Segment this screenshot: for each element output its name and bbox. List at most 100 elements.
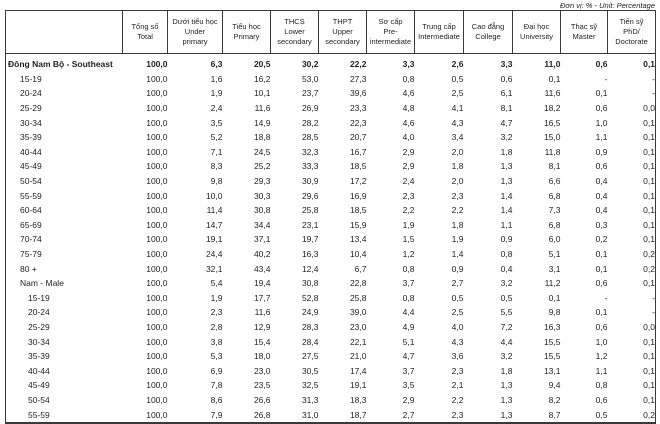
value-cell: 1,4 (500, 190, 513, 201)
value-cell: 0,4 (595, 176, 608, 187)
value-cell: 16,5 (543, 117, 561, 128)
table-row: 50-54 100,0 8,6 26,6 31,3 18,3 2,9 2,2 1,3 8,2 0,6… (6, 393, 656, 408)
value-cell: 1,4 (451, 249, 464, 260)
value-cell: 8,2 (548, 394, 561, 405)
column-header: Dưới tiểu học Under primary (167, 10, 223, 54)
value-cell: 100,0 (146, 380, 168, 391)
value-cell: 53,0 (301, 73, 319, 84)
value-cell: 0,9 (500, 234, 513, 245)
value-cell: 0,1 (643, 234, 655, 245)
value-cell: 30,5 (301, 365, 319, 376)
value-cell: 100,0 (146, 336, 168, 347)
value-cell: 21,0 (349, 351, 367, 362)
value-cell: 100,0 (146, 176, 168, 187)
value-cell: 0,8 (402, 292, 415, 303)
value-cell: 2,3 (402, 190, 415, 201)
row-label: 50-54 (28, 394, 50, 405)
value-cell: 3,5 (210, 117, 223, 128)
value-cell: 2,4 (402, 176, 415, 187)
value-cell: 2,3 (451, 409, 464, 420)
value-cell: 26,6 (253, 394, 271, 405)
value-cell: 100,0 (146, 190, 168, 201)
value-cell: 17,2 (349, 176, 367, 187)
value-cell: 1,8 (500, 146, 513, 157)
value-cell: 3,7 (402, 365, 415, 376)
value-cell: 4,4 (500, 336, 513, 347)
value-cell: 100,0 (146, 73, 168, 84)
row-label: 35-39 (20, 132, 42, 143)
row-label: 50-54 (20, 176, 42, 187)
value-cell: 100,0 (146, 103, 168, 114)
value-cell: 3,5 (402, 380, 415, 391)
value-cell: 6,6 (548, 176, 561, 187)
table-row: 45-49 100,0 8,3 25,2 33,3 18,5 2,9 1,8 1,3 8,1 0,6… (6, 159, 656, 174)
table-row: 55-59 100,0 7,9 26,8 31,0 18,7 2,7 2,3 1,3 8,7 0,5… (6, 407, 656, 423)
value-cell: 2,1 (451, 380, 464, 391)
row-label: 30-34 (28, 336, 50, 347)
row-label: 55-59 (20, 190, 42, 201)
table-row: 15-19 100,0 1,9 17,7 52,8 25,8 0,8 0,5 0,5 0,1 - - (6, 291, 656, 306)
value-cell: 100,0 (146, 146, 168, 157)
value-cell: 28,2 (301, 117, 319, 128)
value-cell: 6,9 (210, 365, 223, 376)
value-cell: 0,6 (595, 278, 608, 289)
value-cell: 2,5 (451, 307, 464, 318)
table-row: 40-44 100,0 6,9 23,0 30,5 17,4 3,7 2,3 1,8 13,1 1,… (6, 363, 656, 378)
value-cell: 23,7 (301, 88, 319, 99)
value-cell: 15,5 (543, 336, 561, 347)
value-cell: 15,5 (543, 351, 561, 362)
value-cell: 0,8 (402, 263, 415, 274)
value-cell: 0,1 (643, 161, 655, 172)
value-cell: 19,1 (205, 234, 223, 245)
value-cell: 3,2 (500, 351, 513, 362)
value-cell: 30,9 (301, 176, 319, 187)
table-row: 20-24 100,0 1,9 10,1 23,7 39,6 4,6 2,5 6,1 11,6 0,… (6, 86, 656, 101)
table-row: 40-44 100,0 7,1 24,5 32,3 16,7 2,9 2,0 1,8 11,8 0,… (6, 145, 656, 160)
table-row: 45-49 100,0 7,8 23,5 32,5 19,1 3,5 2,1 1,3 9,4 0,8… (6, 378, 656, 393)
value-cell: - (604, 292, 608, 303)
value-cell: 2,7 (402, 409, 415, 420)
value-cell: 2,6 (451, 59, 464, 70)
row-label: 55-59 (28, 409, 50, 420)
value-cell: 11,6 (254, 103, 271, 114)
value-cell: 3,2 (500, 278, 513, 289)
value-cell: 3,4 (451, 132, 464, 143)
value-cell: 0,5 (451, 73, 464, 84)
value-cell: 5,1 (548, 249, 561, 260)
row-label: 15-19 (28, 292, 50, 303)
value-cell: 22,8 (349, 278, 367, 289)
value-cell: 18,8 (253, 132, 271, 143)
value-cell: 3,2 (500, 132, 513, 143)
value-cell: 0,8 (500, 249, 513, 260)
value-cell: 0,9 (595, 146, 608, 157)
value-cell: 5,3 (210, 351, 223, 362)
value-cell: 2,3 (451, 190, 464, 201)
value-cell: 12,9 (253, 321, 271, 332)
row-label: Nam - Male (20, 278, 64, 289)
value-cell: 0,1 (643, 59, 655, 70)
value-cell: 20,5 (253, 59, 271, 70)
value-cell: 12,4 (301, 263, 319, 274)
value-cell: 30,8 (253, 205, 271, 216)
value-cell: 23,1 (301, 219, 319, 230)
value-cell: 3,1 (548, 263, 561, 274)
value-cell: 0,1 (643, 146, 655, 157)
value-cell: 15,4 (253, 336, 271, 347)
unit-note: Đơn vị: % - Unit: Percentage (560, 1, 655, 10)
value-cell: 27,5 (301, 351, 319, 362)
value-cell: 4,0 (451, 321, 464, 332)
value-cell: 0,1 (643, 278, 655, 289)
value-cell: 1,3 (500, 394, 513, 405)
table-row: 15-19 100,0 1,6 16,2 53,0 27,3 0,8 0,5 0,6 0,1 - - (6, 72, 656, 87)
value-cell: 33,3 (301, 161, 319, 172)
row-label: 45-49 (28, 380, 50, 391)
value-cell: 28,4 (301, 336, 319, 347)
table-row: 20-24 100,0 2,3 11,6 24,9 39,0 4,4 2,5 5,5 9,8 0,1… (6, 305, 656, 320)
value-cell: 37,1 (253, 234, 271, 245)
value-cell: 16,3 (301, 249, 319, 260)
value-cell: 1,1 (500, 219, 513, 230)
value-cell: 100,0 (146, 249, 168, 260)
table-row: 35-39 100,0 5,3 18,0 27,5 21,0 4,7 3,6 3,2 15,5 1,… (6, 349, 656, 364)
value-cell: 0,6 (595, 103, 608, 114)
value-cell: 1,2 (595, 351, 608, 362)
